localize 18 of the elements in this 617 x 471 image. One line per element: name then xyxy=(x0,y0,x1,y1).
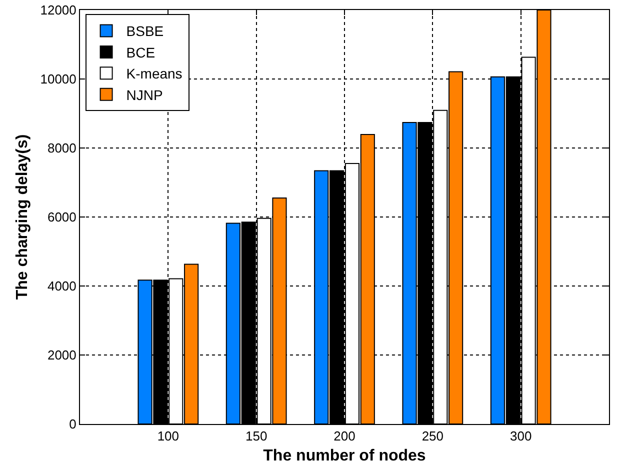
y-tick-label: 10000 xyxy=(40,72,76,87)
y-tick-label: 4000 xyxy=(47,278,76,294)
x-axis-title: The number of nodes xyxy=(263,447,426,464)
y-tick-label: 0 xyxy=(69,416,76,432)
legend-label: K-means xyxy=(126,66,182,82)
y-tick-label: 6000 xyxy=(47,210,76,225)
legend-label: BSBE xyxy=(126,23,164,40)
x-tick-label: 200 xyxy=(334,428,356,444)
legend-label: BCE xyxy=(126,44,156,60)
x-tick-label: 150 xyxy=(245,428,268,444)
x-tick-label: 100 xyxy=(157,428,180,444)
y-tick-label: 12000 xyxy=(40,2,76,18)
legend-label: NJNP xyxy=(126,86,163,103)
y-tick-label: 8000 xyxy=(47,140,76,156)
y-tick-label: 2000 xyxy=(47,348,76,363)
x-tick-label: 250 xyxy=(422,428,444,444)
x-tick-label: 300 xyxy=(510,428,532,444)
y-axis-title: The charging delay(s) xyxy=(14,134,32,300)
